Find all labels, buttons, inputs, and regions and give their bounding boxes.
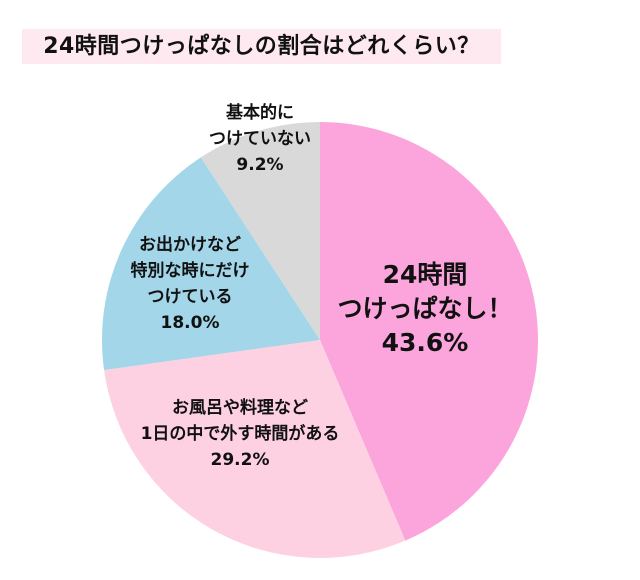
label-line: お風呂や料理など [172, 398, 308, 418]
label-line: つけている [147, 287, 233, 307]
label-remove-sometimes: お風呂や料理など 1日の中で外す時間がある 29.2% [100, 395, 380, 473]
label-line: お出かけなど [139, 235, 241, 255]
label-line: 24時間 [382, 260, 468, 289]
title-background [22, 29, 501, 64]
label-always-on: 24時間 つけっぱなし！ 43.6% [325, 258, 525, 360]
pie-slice-0 [320, 122, 538, 541]
chart-title: 24時間つけっぱなしの割合はどれくらい？ [43, 34, 480, 59]
label-value: 18.0% [160, 313, 220, 333]
pie-slice-3 [200, 122, 320, 340]
label-value: 43.6% [381, 328, 469, 357]
label-line: つけっぱなし！ [337, 294, 513, 323]
label-line: 基本的に [226, 103, 294, 123]
label-special-occasions: お出かけなど 特別な時にだけ つけている 18.0% [95, 232, 285, 336]
label-value: 9.2% [236, 155, 284, 175]
label-line: 特別な時にだけ [130, 261, 250, 281]
label-line: つけていない [209, 129, 311, 149]
pie-slices [102, 122, 538, 558]
pie-slice-2 [102, 157, 320, 371]
pie-slice-1 [104, 340, 406, 558]
label-line: 1日の中で外す時間がある [140, 424, 340, 444]
label-value: 29.2% [210, 450, 270, 470]
label-not-usually: 基本的に つけていない 9.2% [180, 100, 340, 178]
